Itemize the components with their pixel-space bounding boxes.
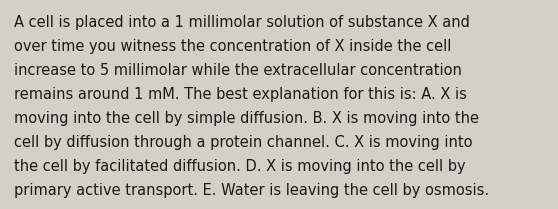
Text: moving into the cell by simple diffusion. B. X is moving into the: moving into the cell by simple diffusion…: [14, 111, 479, 126]
Text: cell by diffusion through a protein channel. C. X is moving into: cell by diffusion through a protein chan…: [14, 135, 473, 150]
Text: remains around 1 mM. The best explanation for this is: A. X is: remains around 1 mM. The best explanatio…: [14, 87, 467, 102]
Text: over time you witness the concentration of X inside the cell: over time you witness the concentration …: [14, 39, 451, 54]
Text: A cell is placed into a 1 millimolar solution of substance X and: A cell is placed into a 1 millimolar sol…: [14, 15, 470, 30]
Text: primary active transport. E. Water is leaving the cell by osmosis.: primary active transport. E. Water is le…: [14, 183, 489, 198]
Text: increase to 5 millimolar while the extracellular concentration: increase to 5 millimolar while the extra…: [14, 63, 462, 78]
Text: the cell by facilitated diffusion. D. X is moving into the cell by: the cell by facilitated diffusion. D. X …: [14, 159, 465, 174]
